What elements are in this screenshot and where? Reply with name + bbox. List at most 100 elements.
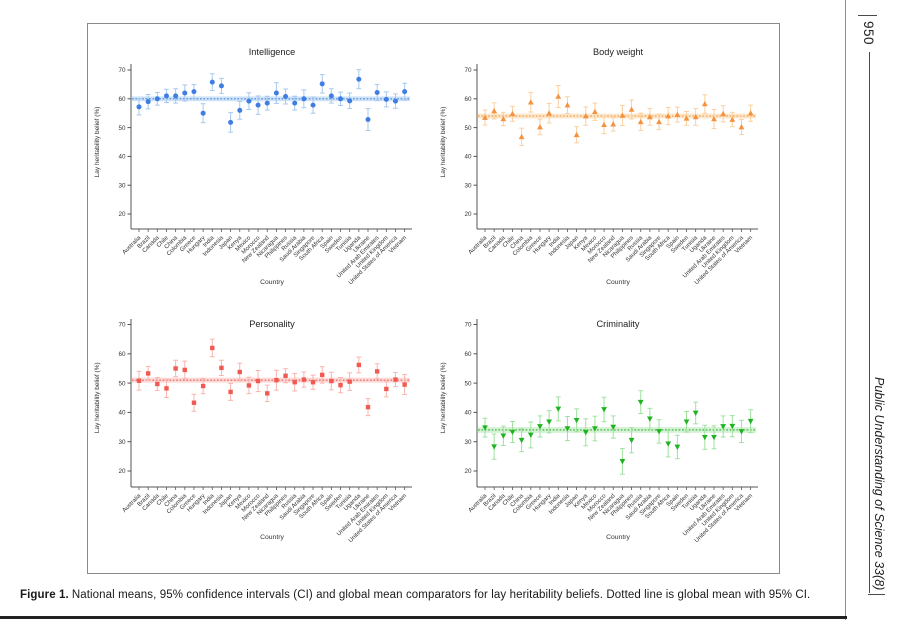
y-tick-label: 70	[464, 67, 472, 74]
data-point	[665, 441, 672, 447]
data-point	[747, 110, 754, 116]
data-point	[209, 79, 215, 85]
data-point	[674, 444, 681, 450]
data-point	[374, 369, 380, 374]
data-point	[692, 113, 699, 120]
data-point	[173, 93, 179, 99]
data-point	[255, 102, 261, 108]
data-point	[155, 381, 160, 387]
y-tick-label: 50	[118, 380, 126, 387]
figure-caption: Figure 1. National means, 95% confidence …	[20, 589, 840, 601]
data-point	[628, 106, 635, 112]
data-point	[537, 124, 543, 130]
data-point	[301, 377, 307, 382]
data-point	[482, 114, 488, 120]
chart-svg-criminality: 203040506070AustraliaBrazilCanadaChileCh…	[440, 319, 758, 544]
data-point	[500, 115, 507, 122]
data-point	[164, 386, 169, 391]
data-point	[374, 89, 380, 95]
figure-caption-label: Figure 1.	[20, 589, 69, 601]
data-point	[145, 99, 151, 105]
data-point	[555, 406, 562, 412]
data-point	[228, 389, 233, 395]
data-point	[592, 426, 598, 432]
data-point	[500, 433, 507, 439]
y-axis-label: Lay heritability belief (%)	[94, 362, 101, 433]
data-point	[683, 419, 690, 425]
x-axis-label: Country	[606, 534, 630, 541]
data-point	[592, 108, 598, 115]
data-point	[163, 93, 169, 99]
data-point	[246, 98, 252, 104]
data-point	[509, 429, 516, 436]
journal-title: Public Understanding of Science 33(8)	[872, 377, 886, 591]
data-point	[537, 424, 543, 430]
data-point	[564, 102, 571, 108]
chart-svg-intelligence: 203040506070AustraliaBrazilCanadaChileCh…	[94, 47, 412, 286]
data-point	[255, 378, 261, 384]
data-point	[601, 121, 607, 128]
chart-criminality: 20 30 40 50 60 70 Australia Brazil Canada Chile Ch…	[434, 299, 780, 575]
data-point	[711, 435, 717, 441]
x-axis-label: Country	[260, 534, 284, 541]
y-tick-label: 50	[118, 125, 126, 132]
data-point	[393, 377, 398, 382]
y-tick-label: 70	[118, 322, 126, 329]
y-axis-label: Lay heritability belief (%)	[440, 107, 447, 178]
data-point	[692, 410, 699, 416]
chart-title: Body weight	[593, 47, 643, 57]
y-tick-label: 60	[118, 96, 126, 103]
chart-svg-bodyweight: 203040506070AustraliaBrazilCanadaChileCh…	[440, 47, 758, 286]
y-tick-label: 60	[464, 351, 472, 358]
data-point	[328, 93, 334, 99]
data-point	[237, 107, 243, 113]
data-point	[738, 124, 745, 130]
data-point	[273, 90, 279, 96]
global-mean-ci-band	[478, 427, 756, 433]
page-number: 950	[861, 21, 876, 46]
data-point	[509, 110, 516, 117]
data-point	[656, 118, 662, 125]
data-point	[628, 437, 635, 444]
chart-intelligence: 20 30 40 50 60 70 Australia Brazil Canada Chile Ch…	[88, 24, 434, 300]
data-point	[582, 113, 589, 119]
chart-svg-personality: 203040506070AustraliaBrazilCanadaChileCh…	[94, 319, 412, 544]
figure-panel: 20 30 40 50 60 70 Australia Brazil Canada Chile Ch…	[87, 23, 780, 574]
y-tick-label: 20	[118, 211, 126, 218]
data-point	[228, 119, 234, 125]
data-point	[610, 424, 617, 431]
data-point	[283, 93, 289, 99]
data-point	[219, 365, 224, 371]
data-point	[482, 425, 488, 431]
data-point	[200, 110, 206, 116]
data-point	[701, 100, 708, 107]
y-tick-label: 30	[118, 182, 126, 189]
data-point	[310, 380, 316, 385]
y-tick-label: 40	[464, 410, 472, 417]
chart-bodyweight: 20 30 40 50 60 70 Australia Brazil Canada Chile Ch…	[434, 24, 780, 300]
x-axis-label: Country	[606, 279, 630, 286]
data-point	[292, 380, 297, 385]
chart-title: Criminality	[597, 319, 640, 329]
data-point	[720, 110, 727, 117]
data-point	[200, 383, 206, 389]
data-point	[182, 367, 187, 373]
data-point	[738, 429, 745, 435]
data-point	[347, 98, 353, 104]
data-point	[320, 372, 325, 378]
data-point	[646, 113, 653, 120]
data-point	[136, 104, 142, 110]
y-tick-label: 30	[464, 439, 472, 446]
data-point	[301, 96, 307, 102]
figure-caption-text: National means, 95% confidence intervals…	[71, 589, 811, 601]
data-point	[573, 418, 580, 424]
data-point	[573, 131, 580, 138]
data-point	[210, 345, 215, 351]
data-point	[191, 89, 197, 95]
data-point	[555, 93, 562, 99]
data-point	[601, 407, 607, 413]
data-point	[582, 430, 589, 436]
y-tick-label: 60	[118, 351, 126, 358]
data-point	[283, 373, 288, 378]
y-tick-label: 70	[118, 67, 126, 74]
